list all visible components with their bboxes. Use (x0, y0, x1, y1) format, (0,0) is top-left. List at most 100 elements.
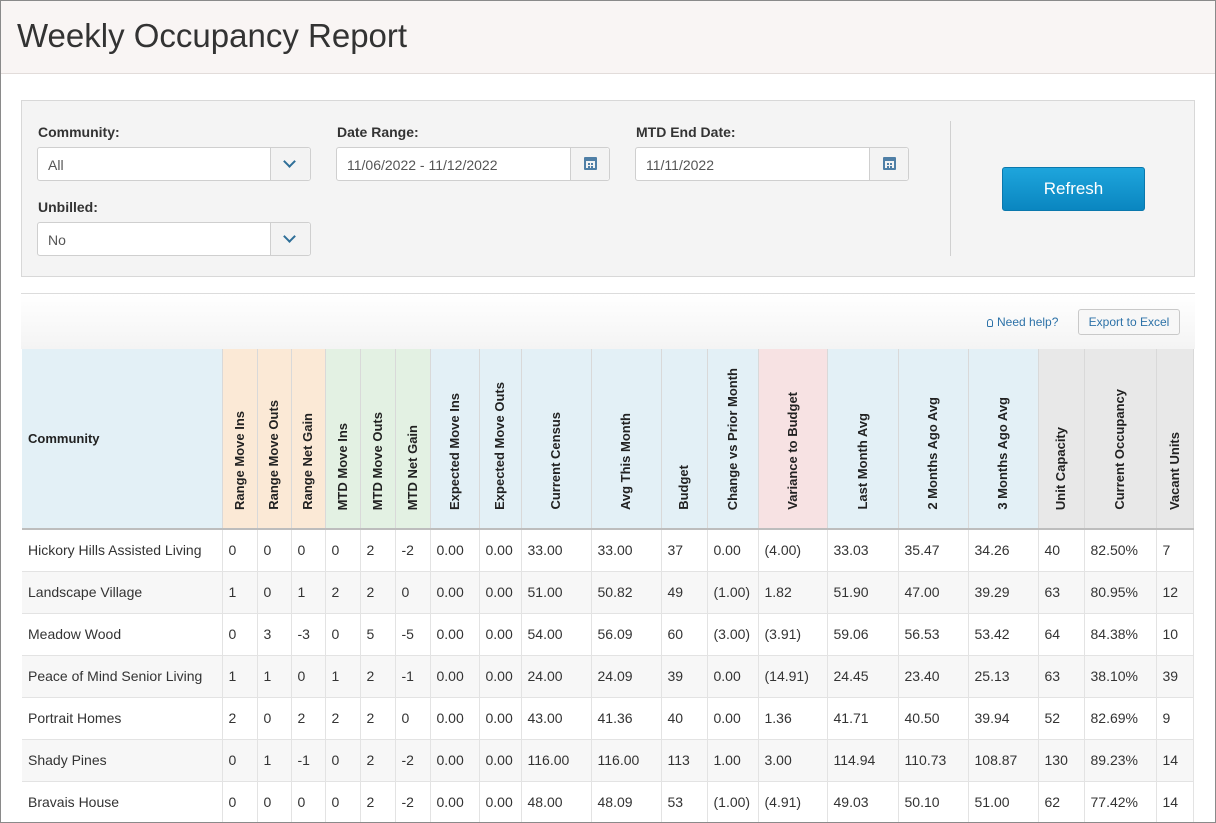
column-header[interactable]: Variance to Budget (758, 349, 828, 530)
column-header-label: Current Census (548, 412, 563, 510)
table-cell: (4.91) (758, 781, 828, 822)
table-cell: 40.50 (898, 697, 969, 740)
table-cell: 1.36 (758, 697, 828, 740)
date-range-input[interactable]: 11/06/2022 - 11/12/2022 (336, 147, 610, 181)
table-cell: 0 (257, 571, 292, 614)
table-header-row: Community Range Move Ins Range Move Outs… (22, 349, 1194, 530)
column-header[interactable]: 2 Months Ago Avg (898, 349, 969, 530)
column-header[interactable]: Current Occupancy (1084, 349, 1157, 530)
column-header-label: Unit Capacity (1053, 426, 1068, 510)
table-cell: 48.09 (591, 781, 662, 822)
community-name-cell: Landscape Village (22, 571, 223, 614)
table-cell: 23.40 (898, 655, 969, 698)
table-cell: 39 (1156, 655, 1194, 698)
unbilled-select-value: No (48, 232, 66, 248)
column-header-label: Vacant Units (1166, 431, 1182, 510)
table-cell: 0.00 (430, 529, 480, 572)
community-name-cell: Hickory Hills Assisted Living (22, 529, 223, 572)
table-cell: 77.42% (1084, 781, 1157, 822)
table-cell: 0 (395, 571, 431, 614)
column-header[interactable]: Vacant Units (1156, 349, 1194, 530)
table-cell: 1.00 (707, 739, 759, 782)
mtd-end-date-calendar-button[interactable] (869, 148, 908, 180)
column-header[interactable]: Range Move Ins (222, 349, 258, 530)
table-cell: 64 (1038, 613, 1085, 656)
table-cell: 0.00 (479, 697, 522, 740)
table-cell: 0 (291, 655, 326, 698)
table-cell: 0.00 (430, 781, 480, 822)
table-cell: 40 (1038, 529, 1085, 572)
table-cell: 0.00 (430, 571, 480, 614)
table-cell: 2 (325, 571, 361, 614)
column-header-label: Range Net Gain (300, 413, 315, 510)
table-row: Landscape Village 1 0 1 2 2 0 0.00 0.00 51.00 50.8… (22, 571, 1194, 614)
filter-panel: Community: All Date Range: 11/06/2022 - … (21, 100, 1195, 277)
mtd-end-date-input[interactable]: 11/11/2022 (635, 147, 909, 181)
column-header[interactable]: Change vs Prior Month (707, 349, 759, 530)
table-cell: 2 (360, 781, 396, 822)
table-cell: 51.90 (827, 571, 899, 614)
table-cell: 0.00 (707, 697, 759, 740)
column-header[interactable]: Range Net Gain (291, 349, 326, 530)
export-to-excel-button[interactable]: Export to Excel (1078, 309, 1180, 335)
column-header[interactable]: Unit Capacity (1038, 349, 1085, 530)
filter-divider (950, 121, 951, 256)
unbilled-select[interactable]: No (37, 222, 311, 256)
column-header[interactable]: Range Move Outs (257, 349, 292, 530)
table-cell: 1 (222, 571, 258, 614)
community-name-cell: Meadow Wood (22, 613, 223, 656)
unbilled-label: Unbilled: (38, 199, 98, 215)
table-cell: 62 (1038, 781, 1085, 822)
table-cell: 1 (257, 655, 292, 698)
table-cell: 54.00 (521, 613, 592, 656)
table-cell: 84.38% (1084, 613, 1157, 656)
column-header[interactable]: Budget (661, 349, 708, 530)
community-name-cell: Portrait Homes (22, 697, 223, 740)
column-header-label: Avg This Month (618, 412, 633, 510)
table-cell: 1 (325, 655, 361, 698)
column-header[interactable]: MTD Net Gain (395, 349, 431, 530)
table-cell: (14.91) (758, 655, 828, 698)
column-header-label: 3 Months Ago Avg (995, 397, 1010, 510)
need-help-label: Need help? (997, 315, 1059, 329)
community-dropdown-button[interactable] (270, 148, 310, 180)
table-cell: 7 (1156, 529, 1194, 572)
chevron-down-icon (283, 155, 296, 168)
column-header[interactable]: Community (22, 349, 223, 530)
unbilled-dropdown-button[interactable] (270, 223, 310, 255)
table-cell: 37 (661, 529, 708, 572)
column-header[interactable]: Last Month Avg (827, 349, 899, 530)
table-cell: 116.00 (521, 739, 592, 782)
table-cell: 9 (1156, 697, 1194, 740)
column-header[interactable]: Avg This Month (591, 349, 662, 530)
table-cell: 0.00 (479, 529, 522, 572)
column-header[interactable]: MTD Move Outs (360, 349, 396, 530)
need-help-link[interactable]: Need help? (987, 315, 1058, 329)
table-cell: 25.13 (968, 655, 1039, 698)
column-header-label: Budget (676, 465, 691, 510)
table-cell: 89.23% (1084, 739, 1157, 782)
column-header[interactable]: Current Census (521, 349, 592, 530)
community-select[interactable]: All (37, 147, 311, 181)
table-cell: 34.26 (968, 529, 1039, 572)
table-cell: 51.00 (521, 571, 592, 614)
table-cell: 49.03 (827, 781, 899, 822)
table-cell: 0 (257, 781, 292, 822)
table-cell: 60 (661, 613, 708, 656)
column-header[interactable]: Expected Move Outs (479, 349, 522, 530)
table-cell: 0 (257, 529, 292, 572)
calendar-icon (584, 157, 597, 170)
table-cell: 24.00 (521, 655, 592, 698)
table-cell: 2 (325, 697, 361, 740)
table-cell: 113 (661, 739, 708, 782)
page-title: Weekly Occupancy Report (17, 17, 408, 54)
column-header[interactable]: 3 Months Ago Avg (968, 349, 1039, 530)
date-range-value: 11/06/2022 - 11/12/2022 (347, 157, 498, 173)
column-header[interactable]: Expected Move Ins (430, 349, 480, 530)
table-cell: 5 (360, 613, 396, 656)
column-header[interactable]: MTD Move Ins (325, 349, 361, 530)
table-cell: (1.00) (707, 571, 759, 614)
date-range-calendar-button[interactable] (570, 148, 609, 180)
refresh-button[interactable]: Refresh (1002, 167, 1145, 211)
table-cell: 0 (222, 529, 258, 572)
